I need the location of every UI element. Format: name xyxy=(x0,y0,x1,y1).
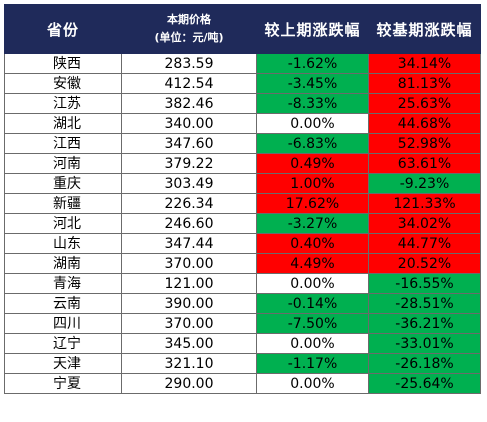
table-row: 山东 347.44 0.40% 44.77% xyxy=(4,233,481,254)
cell-mom-change: 0.00% xyxy=(256,373,369,394)
header-price-line2: (单位：元/吨) xyxy=(154,31,224,44)
cell-yoy-change: -36.21% xyxy=(368,313,481,334)
cell-price: 121.00 xyxy=(121,273,257,294)
cell-price: 283.59 xyxy=(121,53,257,74)
cell-yoy-change: 63.61% xyxy=(368,153,481,174)
cell-province: 河北 xyxy=(4,213,122,234)
cell-yoy-change: 44.77% xyxy=(368,233,481,254)
cell-mom-change: -6.83% xyxy=(256,133,369,154)
cell-mom-change: -0.14% xyxy=(256,293,369,314)
cell-mom-change: 0.40% xyxy=(256,233,369,254)
cell-mom-change: 0.00% xyxy=(256,333,369,354)
table-row: 河北 246.60 -3.27% 34.02% xyxy=(4,213,481,234)
table-row: 新疆 226.34 17.62% 121.33% xyxy=(4,193,481,214)
table-row: 重庆 303.49 1.00% -9.23% xyxy=(4,173,481,194)
cell-mom-change: -3.45% xyxy=(256,73,369,94)
cell-province: 安徽 xyxy=(4,73,122,94)
cell-price: 347.44 xyxy=(121,233,257,254)
cell-mom-change: 0.49% xyxy=(256,153,369,174)
price-change-table: 省份 本期价格 (单位：元/吨) 较上期涨跌幅 较基期涨跌幅 陕西 283.59-… xyxy=(4,4,481,394)
cell-province: 天津 xyxy=(4,353,122,374)
cell-price: 321.10 xyxy=(121,353,257,374)
cell-yoy-change: -26.18% xyxy=(368,353,481,374)
cell-yoy-change: 34.14% xyxy=(368,53,481,74)
table-row: 江西 347.60 -6.83% 52.98% xyxy=(4,133,481,154)
cell-price: 246.60 xyxy=(121,213,257,234)
cell-province: 云南 xyxy=(4,293,122,314)
table-row: 云南 390.00 -0.14% -28.51% xyxy=(4,293,481,314)
cell-yoy-change: -28.51% xyxy=(368,293,481,314)
cell-mom-change: -7.50% xyxy=(256,313,369,334)
table-row: 四川 370.00 -7.50% -36.21% xyxy=(4,313,481,334)
cell-price: 412.54 xyxy=(121,73,257,94)
cell-price: 390.00 xyxy=(121,293,257,314)
cell-province: 四川 xyxy=(4,313,122,334)
header-province: 省份 xyxy=(4,4,122,54)
header-row: 省份 本期价格 (单位：元/吨) 较上期涨跌幅 较基期涨跌幅 xyxy=(4,4,481,54)
header-mom-change: 较上期涨跌幅 xyxy=(256,4,369,54)
cell-price: 382.46 xyxy=(121,93,257,114)
cell-province: 青海 xyxy=(4,273,122,294)
cell-province: 山东 xyxy=(4,233,122,254)
cell-mom-change: -1.62% xyxy=(256,53,369,74)
cell-yoy-change: 81.13% xyxy=(368,73,481,94)
table-row: 湖北 340.00 0.00% 44.68% xyxy=(4,113,481,134)
cell-price: 303.49 xyxy=(121,173,257,194)
cell-mom-change: -1.17% xyxy=(256,353,369,374)
table-row: 江苏 382.46 -8.33% 25.63% xyxy=(4,93,481,114)
cell-price: 226.34 xyxy=(121,193,257,214)
cell-mom-change: -8.33% xyxy=(256,93,369,114)
table-body: 陕西 283.59 -1.62% 34.14% 安徽 412.54 -3.45% 81.13… xyxy=(4,53,481,394)
cell-province: 河南 xyxy=(4,153,122,174)
table-row: 河南 379.22 0.49% 63.61% xyxy=(4,153,481,174)
table-row: 青海 121.00 0.00% -16.55% xyxy=(4,273,481,294)
cell-yoy-change: -16.55% xyxy=(368,273,481,294)
cell-price: 347.60 xyxy=(121,133,257,154)
cell-province: 重庆 xyxy=(4,173,122,194)
price-table-container: 省份 本期价格 (单位：元/吨) 较上期涨跌幅 较基期涨跌幅 陕西 283.59-… xyxy=(4,4,481,394)
table-row: 陕西 283.59 -1.62% 34.14% xyxy=(4,53,481,74)
cell-mom-change: 0.00% xyxy=(256,113,369,134)
cell-province: 江苏 xyxy=(4,93,122,114)
cell-yoy-change: 25.63% xyxy=(368,93,481,114)
cell-province: 湖南 xyxy=(4,253,122,274)
cell-mom-change: -3.27% xyxy=(256,213,369,234)
cell-yoy-change: 52.98% xyxy=(368,133,481,154)
table-row: 天津 321.10 -1.17% -26.18% xyxy=(4,353,481,374)
cell-price: 370.00 xyxy=(121,313,257,334)
cell-price: 379.22 xyxy=(121,153,257,174)
cell-province: 新疆 xyxy=(4,193,122,214)
cell-price: 290.00 xyxy=(121,373,257,394)
cell-price: 340.00 xyxy=(121,113,257,134)
table-row: 辽宁 345.00 0.00% -33.01% xyxy=(4,333,481,354)
cell-price: 370.00 xyxy=(121,253,257,274)
cell-yoy-change: 121.33% xyxy=(368,193,481,214)
header-price-line1: 本期价格 xyxy=(167,13,211,26)
header-price: 本期价格 (单位：元/吨) xyxy=(121,4,257,54)
cell-mom-change: 1.00% xyxy=(256,173,369,194)
table-row: 湖南 370.00 4.49% 20.52% xyxy=(4,253,481,274)
cell-province: 江西 xyxy=(4,133,122,154)
cell-yoy-change: 44.68% xyxy=(368,113,481,134)
cell-yoy-change: -33.01% xyxy=(368,333,481,354)
cell-yoy-change: -9.23% xyxy=(368,173,481,194)
header-yoy-change: 较基期涨跌幅 xyxy=(368,4,481,54)
cell-province: 陕西 xyxy=(4,53,122,74)
cell-province: 宁夏 xyxy=(4,373,122,394)
cell-mom-change: 0.00% xyxy=(256,273,369,294)
cell-province: 湖北 xyxy=(4,113,122,134)
cell-yoy-change: 20.52% xyxy=(368,253,481,274)
cell-price: 345.00 xyxy=(121,333,257,354)
table-row: 宁夏 290.00 0.00% -25.64% xyxy=(4,373,481,394)
cell-province: 辽宁 xyxy=(4,333,122,354)
cell-mom-change: 17.62% xyxy=(256,193,369,214)
table-row: 安徽 412.54 -3.45% 81.13% xyxy=(4,73,481,94)
cell-yoy-change: 34.02% xyxy=(368,213,481,234)
table-header: 省份 本期价格 (单位：元/吨) 较上期涨跌幅 较基期涨跌幅 xyxy=(4,4,481,54)
cell-mom-change: 4.49% xyxy=(256,253,369,274)
cell-yoy-change: -25.64% xyxy=(368,373,481,394)
